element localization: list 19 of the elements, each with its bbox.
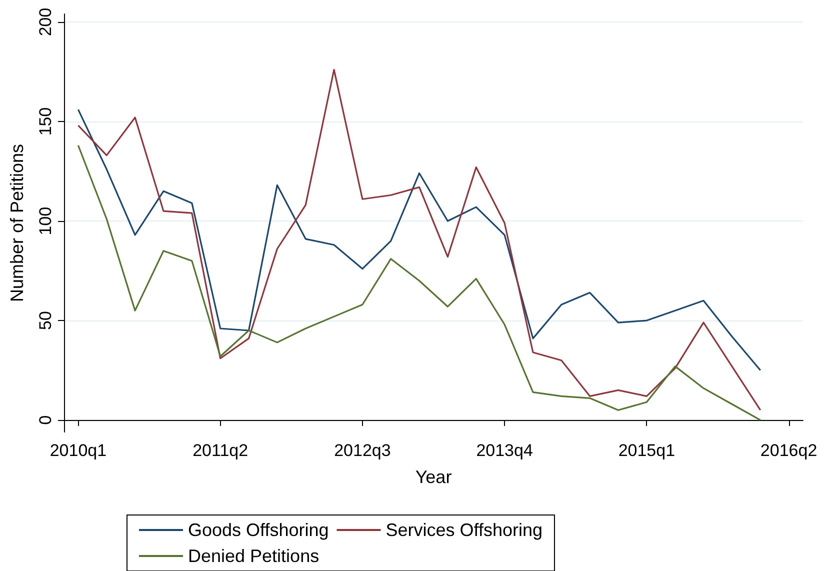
x-tick-label: 2010q1 [50, 441, 107, 460]
x-axis-title: Year [415, 467, 452, 487]
x-tick-label: 2012q3 [334, 441, 391, 460]
y-tick-label: 200 [36, 8, 55, 36]
legend-label: Services Offshoring [386, 520, 542, 540]
x-tick-label: 2011q2 [192, 441, 248, 460]
legend-label: Denied Petitions [188, 546, 320, 566]
line-series [77, 108, 762, 372]
y-tick-label: 50 [36, 311, 55, 330]
line-series [77, 144, 762, 421]
line-series [77, 68, 762, 411]
y-tick-label: 100 [36, 206, 55, 236]
y-tick-label: 150 [36, 107, 55, 136]
x-tick-label: 2013q4 [476, 441, 533, 460]
legend-label: Goods Offshoring [188, 520, 329, 540]
x-tick-label: 2015q1 [618, 441, 676, 460]
y-axis-title: Number of Petitions [7, 144, 27, 302]
y-tick-label: 0 [36, 415, 55, 425]
x-tick-label: 2016q2 [760, 441, 818, 460]
